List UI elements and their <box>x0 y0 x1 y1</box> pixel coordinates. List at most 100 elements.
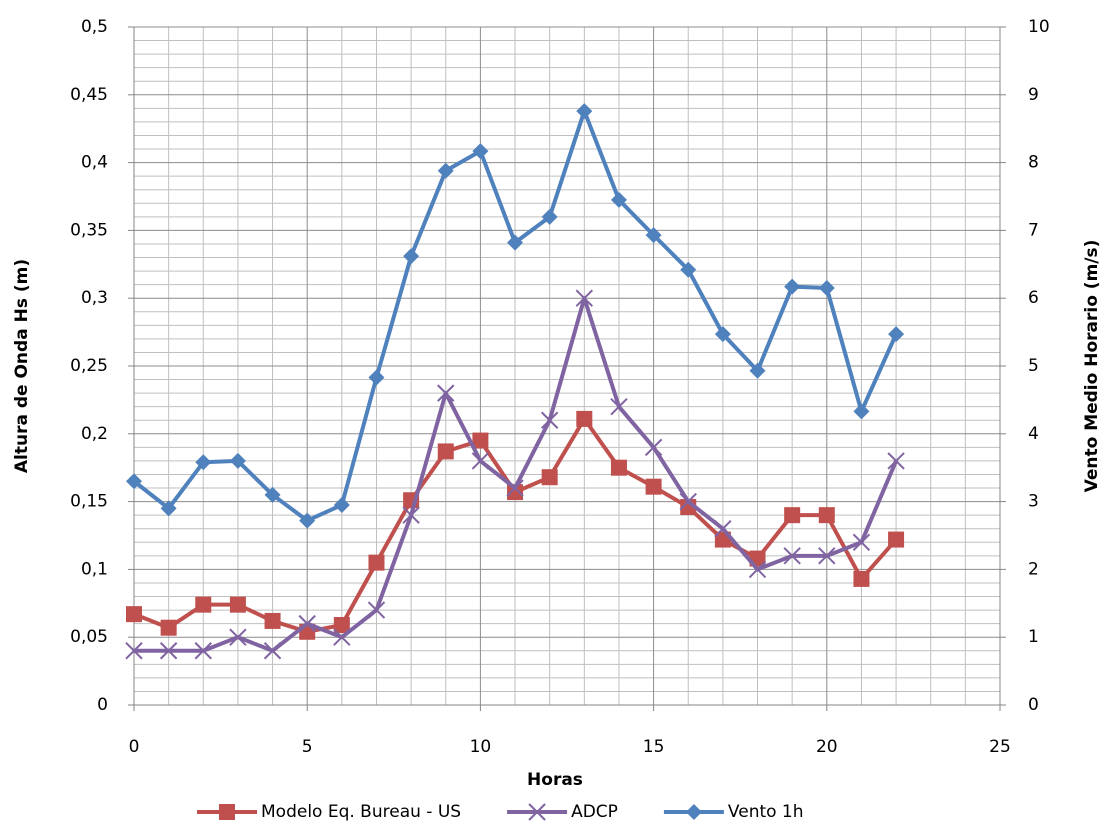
y-tick-label: 0,3 <box>81 288 108 308</box>
marker <box>748 560 767 579</box>
marker <box>528 803 546 821</box>
x-tick-label: 0 <box>129 737 140 757</box>
marker <box>333 628 351 646</box>
marker <box>263 642 282 660</box>
marker <box>784 278 801 295</box>
y2-tick-label: 1 <box>1028 627 1039 647</box>
legend-label: Vento 1h <box>728 802 804 822</box>
marker <box>437 162 454 179</box>
y-tick-label: 0,45 <box>70 85 108 105</box>
marker <box>402 506 420 524</box>
marker <box>888 326 905 343</box>
marker <box>644 438 663 457</box>
x-axis-title: Horas <box>527 770 583 790</box>
marker <box>471 452 490 470</box>
marker <box>195 454 212 471</box>
marker <box>403 248 420 265</box>
y-tick-label: 0,5 <box>81 17 108 37</box>
y2-tick-label: 9 <box>1028 85 1039 105</box>
y-tick-label: 0,4 <box>81 153 108 173</box>
marker <box>126 606 142 623</box>
marker <box>645 227 662 244</box>
marker <box>298 614 316 633</box>
y-tick-label: 0 <box>97 695 108 715</box>
legend-item: ADCP <box>507 802 618 822</box>
marker <box>367 601 386 619</box>
marker <box>437 384 455 402</box>
marker <box>714 520 732 538</box>
x-tick-label: 25 <box>989 737 1011 757</box>
marker <box>887 452 905 470</box>
marker <box>610 397 628 416</box>
marker <box>680 261 697 278</box>
marker <box>685 804 702 820</box>
marker <box>679 492 697 511</box>
marker <box>818 280 835 297</box>
legend-item: Modelo Eq. Bureau - US <box>197 802 461 822</box>
marker <box>541 208 558 225</box>
x-tick-label: 15 <box>643 737 665 757</box>
marker <box>645 478 662 495</box>
marker <box>818 507 835 524</box>
marker <box>264 486 281 503</box>
marker <box>576 103 593 120</box>
marker <box>125 642 143 660</box>
marker <box>818 547 836 565</box>
y-tick-label: 0,1 <box>81 559 108 579</box>
marker <box>264 612 281 629</box>
x-tick-label: 5 <box>302 737 313 757</box>
marker <box>437 443 454 460</box>
marker <box>610 459 627 476</box>
marker <box>333 496 350 513</box>
marker <box>229 628 247 646</box>
y2-tick-label: 0 <box>1028 695 1039 715</box>
marker <box>853 403 870 420</box>
marker <box>368 369 385 386</box>
marker <box>507 484 524 501</box>
marker <box>576 410 593 427</box>
legend-label: ADCP <box>571 802 618 822</box>
y-tick-label: 0,2 <box>81 424 108 444</box>
marker <box>575 289 594 307</box>
marker <box>506 479 524 497</box>
marker <box>368 554 385 571</box>
legend-label: Modelo Eq. Bureau - US <box>261 802 461 822</box>
y2-tick-label: 10 <box>1028 17 1050 37</box>
y2-tick-label: 2 <box>1028 559 1039 579</box>
marker <box>888 531 905 548</box>
marker <box>195 596 212 613</box>
marker <box>229 452 246 469</box>
marker <box>472 432 489 449</box>
y2-tick-label: 3 <box>1028 492 1039 512</box>
marker <box>160 500 177 517</box>
y-tick-label: 0,05 <box>70 627 108 647</box>
x-tick-label: 10 <box>470 737 492 757</box>
x-tick-label: 20 <box>816 737 838 757</box>
y2-tick-label: 4 <box>1028 424 1039 444</box>
y-tick-label: 0,15 <box>70 492 108 512</box>
y-axis-title: Altura de Onda Hs (m) <box>12 259 32 473</box>
legend-item: Vento 1h <box>663 802 804 822</box>
marker <box>783 547 801 565</box>
y2-tick-label: 8 <box>1028 153 1039 173</box>
marker <box>299 512 316 529</box>
marker <box>784 507 801 524</box>
marker <box>159 642 178 660</box>
y2-tick-label: 7 <box>1028 220 1039 240</box>
marker <box>540 411 559 429</box>
marker <box>472 143 489 160</box>
marker <box>541 469 558 486</box>
y2-tick-label: 6 <box>1028 288 1039 308</box>
marker <box>507 234 524 251</box>
marker <box>714 326 731 343</box>
marker <box>852 533 871 551</box>
y-tick-label: 0,35 <box>70 220 108 240</box>
marker <box>749 362 766 379</box>
marker <box>219 804 235 820</box>
marker <box>194 642 212 660</box>
marker <box>160 619 177 636</box>
marker <box>853 570 870 587</box>
marker <box>610 191 627 208</box>
y-tick-label: 0,25 <box>70 356 108 376</box>
